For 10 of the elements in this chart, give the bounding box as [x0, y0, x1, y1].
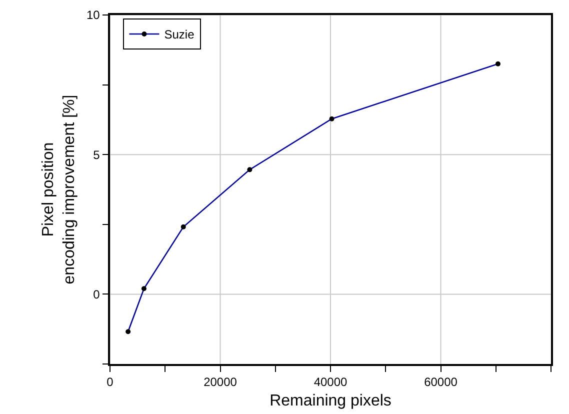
x-axis-title: Remaining pixels	[270, 392, 392, 410]
x-tick-label: 60000	[424, 375, 458, 390]
x-tick-label: 20000	[204, 375, 238, 390]
x-tick-label: 40000	[314, 375, 348, 390]
y-tick-label: 10	[86, 8, 100, 22]
y-tick-label: 5	[93, 148, 100, 162]
x-tick-label: 0	[106, 375, 114, 390]
legend-label: Suzie	[164, 28, 195, 42]
y-tick-label: 0	[93, 287, 100, 302]
y-axis-title: Pixel position encoding improvement [%]	[40, 94, 78, 284]
